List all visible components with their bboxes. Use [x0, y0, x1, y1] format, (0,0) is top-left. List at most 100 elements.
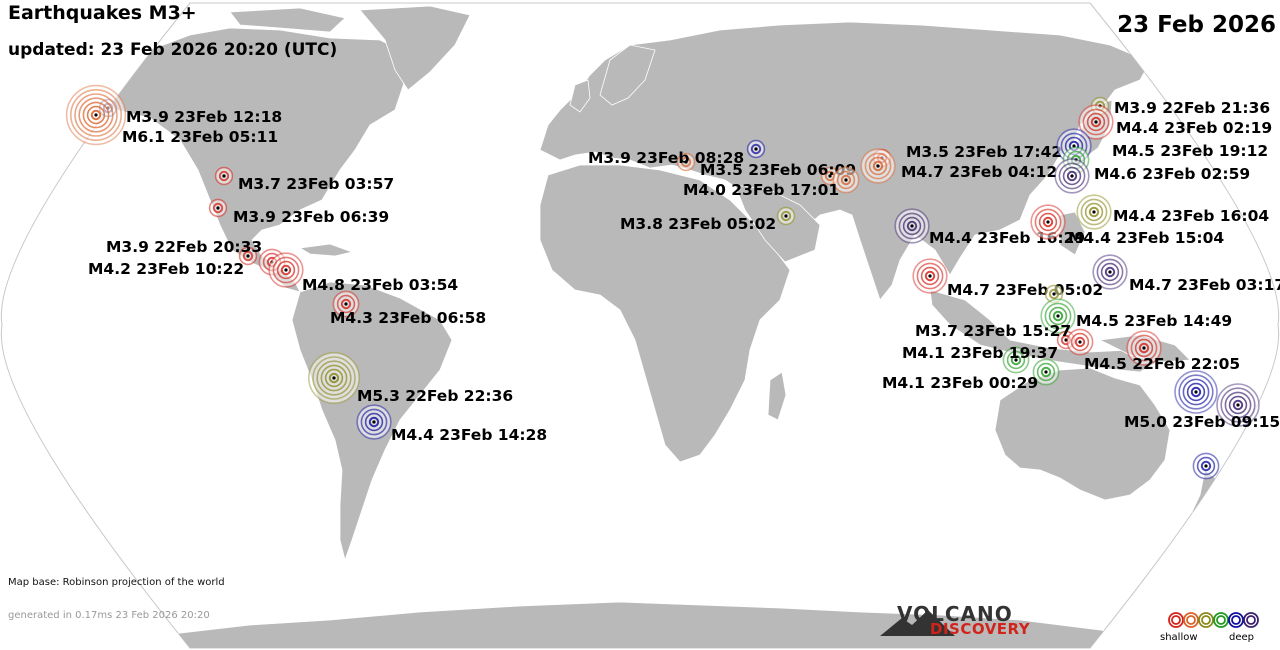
- quake-ring: [680, 156, 692, 168]
- quake-ring: [86, 105, 106, 125]
- quake-label: M3.9 23Feb 06:39: [233, 208, 389, 226]
- quake-epicenter: [910, 224, 914, 228]
- land-arctic-islands: [229, 7, 346, 33]
- quake-marker[interactable]: [912, 258, 948, 294]
- quake-marker[interactable]: [307, 351, 360, 404]
- quake-ring: [1070, 332, 1090, 352]
- quake-ring: [1006, 350, 1026, 370]
- quake-label: M3.8 23Feb 05:02: [620, 215, 776, 233]
- quake-label: M4.5 22Feb 22:05: [1084, 355, 1240, 373]
- quake-epicenter: [828, 174, 832, 178]
- land-philippines: [1059, 211, 1086, 256]
- quake-epicenter: [1236, 403, 1240, 407]
- quake-marker[interactable]: [1192, 452, 1220, 480]
- quake-ring: [1200, 460, 1212, 472]
- quake-ring: [1096, 258, 1124, 286]
- quake-marker[interactable]: [746, 139, 766, 159]
- quake-ring: [1048, 288, 1060, 300]
- land-greenland: [359, 5, 471, 91]
- legend-ring: [1186, 615, 1196, 625]
- quake-ring: [1100, 262, 1120, 282]
- quake-label: M3.7 23Feb 15:27: [915, 322, 1071, 340]
- quake-ring: [324, 368, 344, 388]
- quake-marker[interactable]: [268, 252, 304, 288]
- quake-epicenter: [928, 274, 932, 278]
- quake-marker[interactable]: [894, 208, 930, 244]
- quake-marker[interactable]: [1216, 383, 1260, 427]
- quake-ring: [320, 364, 348, 392]
- quake-label: M6.1 23Feb 05:11: [122, 128, 278, 146]
- quake-marker[interactable]: [356, 404, 392, 440]
- quake-marker[interactable]: [832, 166, 860, 194]
- quake-epicenter: [372, 420, 376, 424]
- land-arabia: [734, 184, 821, 263]
- quake-ring: [916, 262, 944, 290]
- legend-shallow-label: shallow: [1160, 632, 1198, 643]
- legend-ring: [1183, 612, 1199, 628]
- quake-marker[interactable]: [214, 166, 234, 186]
- quake-label: M3.5 23Feb 17:42: [906, 143, 1062, 161]
- land-antarctica: [99, 601, 1181, 648]
- quake-epicenter: [1108, 270, 1112, 274]
- volcano-logo-icon: [880, 610, 955, 636]
- quake-label: M3.9 22Feb 21:36: [1114, 99, 1270, 117]
- legend-ring: [1198, 612, 1214, 628]
- quake-marker[interactable]: [1002, 346, 1030, 374]
- quake-ring: [74, 93, 118, 137]
- quake-label: M4.4 23Feb 14:28: [391, 426, 547, 444]
- quake-label: M4.4 23Feb 02:19: [1116, 119, 1272, 137]
- quake-marker[interactable]: [1044, 284, 1064, 304]
- quake-marker[interactable]: [332, 290, 360, 318]
- legend-ring: [1216, 615, 1226, 625]
- quake-label: M4.3 23Feb 06:58: [330, 309, 486, 327]
- map-base-note: Map base: Robinson projection of the wor…: [8, 577, 225, 588]
- quake-ring: [90, 109, 102, 121]
- quake-ring: [1036, 362, 1056, 382]
- quake-marker[interactable]: [65, 84, 127, 146]
- quake-marker[interactable]: [238, 246, 258, 266]
- quake-marker[interactable]: [1030, 204, 1066, 240]
- quake-marker[interactable]: [1040, 298, 1076, 334]
- quake-ring: [1104, 266, 1116, 278]
- quake-ring: [902, 216, 922, 236]
- quake-marker[interactable]: [1126, 330, 1162, 366]
- quake-ring: [1080, 198, 1108, 226]
- quake-label: M4.4 23Feb 16:04: [1113, 207, 1269, 225]
- quake-ring: [276, 260, 296, 280]
- land-australia: [994, 367, 1171, 501]
- quake-marker[interactable]: [208, 198, 228, 218]
- quake-epicenter: [1204, 464, 1208, 468]
- quake-ring: [840, 174, 852, 186]
- quake-label: M5.3 22Feb 22:36: [357, 387, 513, 405]
- quake-epicenter: [246, 254, 250, 258]
- brand-discovery: DISCOVERY: [930, 620, 1031, 638]
- quake-marker[interactable]: [1066, 328, 1094, 356]
- quake-marker[interactable]: [1174, 370, 1218, 414]
- depth-legend: [1168, 612, 1259, 628]
- quake-epicenter: [684, 160, 688, 164]
- quake-marker[interactable]: [1092, 254, 1128, 290]
- quake-marker[interactable]: [860, 148, 896, 184]
- quake-marker[interactable]: [1078, 104, 1114, 140]
- land-madagascar: [767, 371, 787, 421]
- quake-marker[interactable]: [1032, 358, 1060, 386]
- quake-marker[interactable]: [676, 152, 696, 172]
- quake-epicenter: [1046, 220, 1050, 224]
- quake-marker[interactable]: [1076, 194, 1112, 230]
- quake-marker[interactable]: [1054, 158, 1090, 194]
- quake-epicenter: [332, 376, 336, 380]
- legend-ring: [1228, 612, 1244, 628]
- quake-epicenter: [1052, 292, 1056, 296]
- land-africa: [539, 164, 791, 463]
- quake-ring: [336, 294, 356, 314]
- quake-ring: [316, 360, 352, 396]
- quake-marker[interactable]: [776, 206, 796, 226]
- land-uk: [569, 79, 591, 113]
- updated-timestamp: updated: 23 Feb 2026 20:20 (UTC): [8, 40, 338, 60]
- quake-epicenter: [844, 178, 848, 182]
- quake-label: M4.2 23Feb 10:22: [88, 260, 244, 278]
- quake-epicenter: [1056, 314, 1060, 318]
- legend-ring: [1213, 612, 1229, 628]
- land-eurasia: [539, 21, 1151, 301]
